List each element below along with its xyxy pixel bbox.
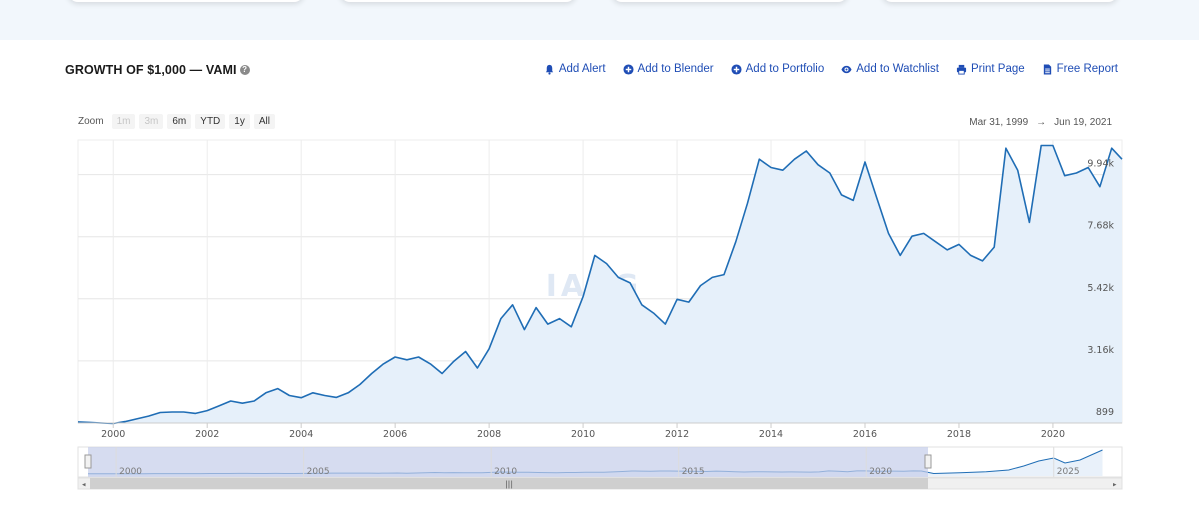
y-tick-label: 7.68k xyxy=(1087,221,1114,232)
y-tick-label: 5.42k xyxy=(1087,283,1114,294)
date-range: Mar 31, 1999 → Jun 19, 2021 xyxy=(969,117,1112,128)
x-axis: 2000 2002 2004 2006 2008 2010 2012 2014 2016 2018… xyxy=(78,422,1122,440)
zoom-all-button[interactable]: All xyxy=(253,114,275,129)
add-to-portfolio-label: Add to Portfolio xyxy=(745,63,825,75)
print-page-button[interactable]: Print Page xyxy=(956,63,1025,75)
eye-icon xyxy=(841,65,852,73)
add-alert-label: Add Alert xyxy=(558,63,606,75)
zoom-ytd-button[interactable]: YTD xyxy=(195,114,226,129)
y-tick-label: 899 xyxy=(1096,407,1114,418)
zoom-3m-button[interactable]: 3m xyxy=(139,114,164,129)
navigator-right-handle[interactable] xyxy=(924,454,932,469)
add-to-watchlist-button[interactable]: Add to Watchlist xyxy=(841,63,939,75)
navigator-area xyxy=(88,450,1103,476)
add-to-portfolio-button[interactable]: Add to Portfolio xyxy=(731,63,825,75)
x-tick-label: 2006 xyxy=(383,429,407,440)
x-tick-label: 2002 xyxy=(195,429,219,440)
question-circle-icon[interactable]: ? xyxy=(239,65,250,75)
navigator-tick-label: 2015 xyxy=(682,467,705,477)
series-area xyxy=(78,145,1122,424)
range-to[interactable]: Jun 19, 2021 xyxy=(1054,117,1112,128)
chart-title: GROWTH OF $1,000 — VAMI xyxy=(65,63,237,77)
zoom-1m-button[interactable]: 1m xyxy=(111,114,136,129)
free-report-label: Free Report xyxy=(1056,63,1118,75)
scrollbar-grip-icon: ||| xyxy=(505,480,513,489)
navigator-tick-label: 2000 xyxy=(119,467,142,477)
navigator[interactable]: 2000 2005 2010 2015 2020 2025 ||| ◂ ▸ xyxy=(77,446,1123,490)
navigator-tick-label: 2005 xyxy=(307,467,330,477)
chart-header: GROWTH OF $1,000 — VAMI ? xyxy=(65,63,250,77)
top-card xyxy=(882,0,1118,2)
y-axis: 899 3.16k 5.42k 7.68k 9.94k xyxy=(1087,159,1114,418)
x-tick-label: 2014 xyxy=(759,429,783,440)
range-from[interactable]: Mar 31, 1999 xyxy=(969,117,1029,128)
scroll-right-arrow-icon[interactable]: ▸ xyxy=(1113,481,1117,489)
top-card xyxy=(340,0,576,2)
zoom-bar: Zoom 1m 3m 6m YTD 1y All xyxy=(78,114,275,129)
x-tick-label: 2018 xyxy=(947,429,971,440)
y-tick-label: 9.94k xyxy=(1087,159,1114,170)
printer-icon xyxy=(956,64,967,75)
bell-icon xyxy=(545,64,554,75)
x-tick-label: 2016 xyxy=(853,429,877,440)
zoom-1y-button[interactable]: 1y xyxy=(229,114,250,129)
zoom-label: Zoom xyxy=(78,116,104,127)
add-to-blender-button[interactable]: Add to Blender xyxy=(622,63,714,75)
plus-circle-icon xyxy=(622,63,634,75)
add-to-blender-label: Add to Blender xyxy=(637,63,714,75)
scroll-left-arrow-icon[interactable]: ◂ xyxy=(82,481,86,489)
range-separator: → xyxy=(1036,117,1047,128)
x-tick-label: 2012 xyxy=(665,429,689,440)
zoom-6m-button[interactable]: 6m xyxy=(167,114,192,129)
navigator-tick-label: 2020 xyxy=(869,467,892,477)
plus-circle-icon xyxy=(731,63,742,75)
top-card xyxy=(612,0,848,2)
x-tick-label: 2010 xyxy=(571,429,595,440)
series-line[interactable] xyxy=(77,144,1123,425)
x-tick-label: 2004 xyxy=(289,429,313,440)
navigator-selection[interactable] xyxy=(88,447,928,477)
print-page-label: Print Page xyxy=(970,63,1025,75)
navigator-ticks: 2000 2005 2010 2015 2020 2025 xyxy=(115,447,1080,477)
file-icon xyxy=(1043,63,1051,75)
add-to-watchlist-label: Add to Watchlist xyxy=(856,63,939,75)
navigator-tick-label: 2025 xyxy=(1057,467,1080,477)
x-tick-label: 2020 xyxy=(1041,429,1065,440)
add-alert-button[interactable]: Add Alert xyxy=(544,63,606,75)
top-band xyxy=(0,0,1199,40)
top-card xyxy=(68,0,304,2)
action-bar: Add Alert Add to Blender Add to Portfoli… xyxy=(544,63,1118,75)
scrollbar-thumb[interactable] xyxy=(90,478,928,489)
x-tick-label: 2008 xyxy=(477,429,501,440)
y-tick-label: 3.16k xyxy=(1087,345,1114,356)
x-tick-label: 2000 xyxy=(101,429,125,440)
navigator-left-handle[interactable] xyxy=(84,454,92,469)
free-report-button[interactable]: Free Report xyxy=(1042,63,1118,75)
navigator-tick-label: 2010 xyxy=(494,467,517,477)
